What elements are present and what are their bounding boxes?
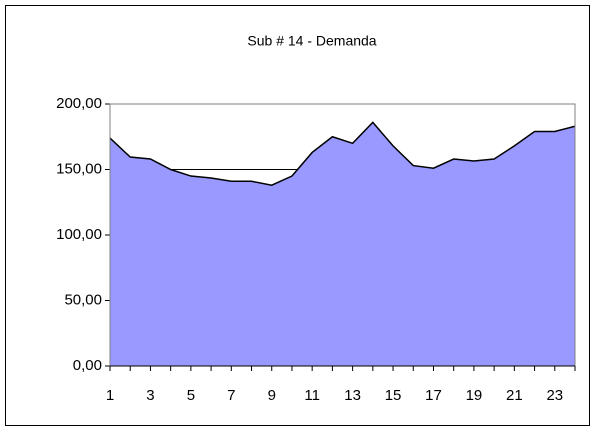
area-line	[109, 121, 576, 187]
y-tick-label: 50,00	[64, 291, 102, 308]
x-tick-label: 13	[344, 387, 361, 404]
x-tick-label: 1	[106, 387, 114, 404]
y-tick-label: 0,00	[73, 357, 102, 374]
plot-border	[109, 103, 576, 366]
x-tick-label: 5	[187, 387, 195, 404]
y-tick-label: 200,00	[56, 95, 102, 112]
x-tick-label: 9	[268, 387, 276, 404]
y-tick-label: 100,00	[56, 226, 102, 243]
x-tick-label: 21	[506, 387, 523, 404]
area	[110, 122, 575, 366]
x-tick-label: 19	[466, 387, 483, 404]
x-tick-label: 23	[546, 387, 563, 404]
chart-title: Sub # 14 - Demanda	[247, 33, 376, 49]
x-tick-label: 7	[227, 387, 235, 404]
x-tick-label: 17	[425, 387, 442, 404]
y-tick-label: 150,00	[56, 160, 102, 177]
x-tick-label: 15	[385, 387, 402, 404]
x-tick-label: 11	[304, 387, 320, 404]
x-tick-label: 3	[146, 387, 154, 404]
